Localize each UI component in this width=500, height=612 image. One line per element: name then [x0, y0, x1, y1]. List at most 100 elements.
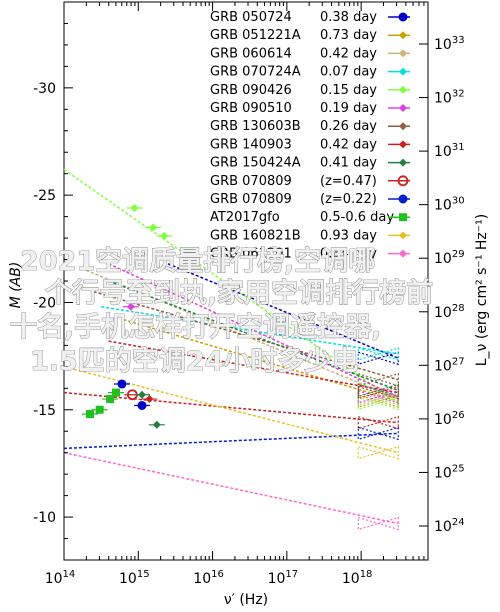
x-axis: 1014 1015 1016 1017 1018 [45, 2, 425, 587]
overlay-line-3: 十名,手机怎样打开空调遥控器, [10, 311, 382, 343]
legend-name: GRB 060614 [210, 46, 292, 61]
data-point [112, 388, 120, 397]
series-bowtie [357, 415, 399, 430]
data-point [149, 223, 158, 232]
x-tick-label: 1015 [119, 569, 150, 587]
overlay-line-2: 个行号至到执,家用空调排行榜前 [45, 277, 433, 309]
x-tick-label: 1016 [193, 569, 224, 587]
data-markers [82, 204, 173, 429]
series-bowtie [357, 445, 399, 460]
legend-value: 0.41 day [320, 156, 377, 171]
series-line [108, 340, 399, 394]
series-line [63, 432, 399, 450]
legend-name: GRB 160821B [210, 228, 301, 243]
legend-value: 0.19 day [320, 101, 377, 116]
legend-value: 0.38 day [320, 10, 377, 25]
legend-swatch-marker [398, 194, 408, 204]
data-point [137, 400, 147, 410]
legend-name: GRB 050724 [210, 10, 292, 25]
data-point [126, 302, 135, 311]
y-right-tick-label: 1027 [434, 356, 465, 374]
legend-swatch-marker [399, 85, 407, 94]
legend-name: GRB 070724A [210, 65, 301, 80]
legend-name: GRB 140903 [210, 137, 292, 152]
series-bowtie [357, 372, 399, 387]
legend-name: GRB 070809 [210, 192, 292, 207]
legend-swatch-marker [399, 49, 407, 58]
data-point [160, 231, 169, 240]
y-right-tick-label: 1026 [434, 410, 465, 428]
y-axis-left-label: M (AB) [8, 262, 24, 309]
y-right-tick-label: 1033 [434, 35, 465, 53]
legend-swatch-marker [399, 158, 407, 167]
legend-name: GRB 130603B [210, 119, 301, 134]
legend-swatch-marker [399, 140, 407, 149]
legend-name: GRB 090426 [210, 83, 292, 98]
series-line [108, 280, 399, 392]
legend-value: 0.93 day [320, 228, 377, 243]
series-line [63, 168, 399, 404]
legend-value: (z=0.47) [320, 174, 377, 189]
series-bowtie [357, 396, 399, 411]
legend-name: AT2017gfo [210, 210, 280, 225]
x-tick-label: 1014 [45, 569, 76, 587]
legend-value: 0.26 day [320, 119, 377, 134]
legend-name: GRB 051221A [210, 28, 301, 43]
series-bowtie [357, 385, 399, 400]
legend-swatch-marker [397, 175, 409, 187]
legend-name: GRB 150424A [210, 156, 301, 171]
legend-value: 0.07 day [320, 65, 377, 80]
series-line [101, 306, 399, 355]
data-point [138, 390, 146, 399]
y-left-tick-label: -10 [33, 510, 56, 526]
y-right-tick-label: 1024 [434, 517, 465, 535]
series-line [63, 366, 399, 454]
series-bowtie [357, 347, 399, 361]
series-bowtie [357, 516, 399, 531]
data-point [145, 395, 154, 404]
data-point [152, 420, 161, 429]
data-point [86, 410, 94, 419]
legend: GRB 050724 0.38 day GRB 051221A 0.73 day GRB… [210, 10, 410, 262]
x-tick-label: 1018 [342, 569, 373, 587]
y-right-tick-label: 1029 [434, 249, 465, 267]
series-bowtie [357, 426, 399, 441]
series-line [123, 318, 399, 402]
y-left-tick-label: -20 [33, 295, 56, 311]
data-point [117, 379, 127, 389]
x-tick-label: 1017 [268, 569, 299, 587]
data-point [95, 405, 104, 414]
y-right-tick-label: 1032 [434, 89, 465, 107]
legend-swatch-marker [398, 12, 408, 22]
x-axis-label: ν′ (Hz) [224, 592, 268, 608]
legend-swatch-marker [399, 249, 407, 258]
data-point [130, 204, 139, 213]
y-left-tick-label: -25 [33, 188, 56, 204]
legend-swatch-marker [399, 231, 407, 240]
y-right-tick-label: 1030 [434, 196, 465, 214]
legend-name: GRB 090510 [210, 101, 292, 116]
y-right-tick-label: 1028 [434, 303, 465, 321]
legend-swatch-marker [399, 122, 407, 131]
y-right-tick-label: 1025 [434, 463, 465, 481]
legend-swatch-marker [399, 213, 407, 222]
series-bowtie [357, 383, 399, 398]
y-right-tick-label: 1031 [434, 142, 465, 160]
legend-name: GRB 070809 [210, 174, 292, 189]
legend-name: GRB 061201 [210, 247, 292, 262]
overlay-line-4: 1.5匹的空调24小时多少电 [30, 345, 358, 377]
legend-value: 0.5-0.6 day [320, 210, 394, 225]
series-line [108, 263, 399, 398]
series-line [63, 451, 399, 525]
y-axis-left: -30 -25 -20 -15 -10 [33, 22, 73, 540]
legend-value: 0.15 day [320, 83, 377, 98]
series-line [167, 263, 399, 359]
y-left-tick-label: -15 [33, 403, 56, 419]
y-left-tick-label: -30 [33, 81, 56, 97]
data-point [106, 395, 115, 404]
y-axis-right: 1033 1032 1031 1030 1029 1028 1027 1026 1025 1024 [419, 35, 465, 535]
legend-swatch-marker [399, 31, 407, 40]
overlay-line-1: 2021空调质量排行榜,空调哪 [20, 245, 375, 277]
legend-value: 0.34 day [320, 247, 377, 262]
legend-value: 0.42 day [320, 46, 377, 61]
